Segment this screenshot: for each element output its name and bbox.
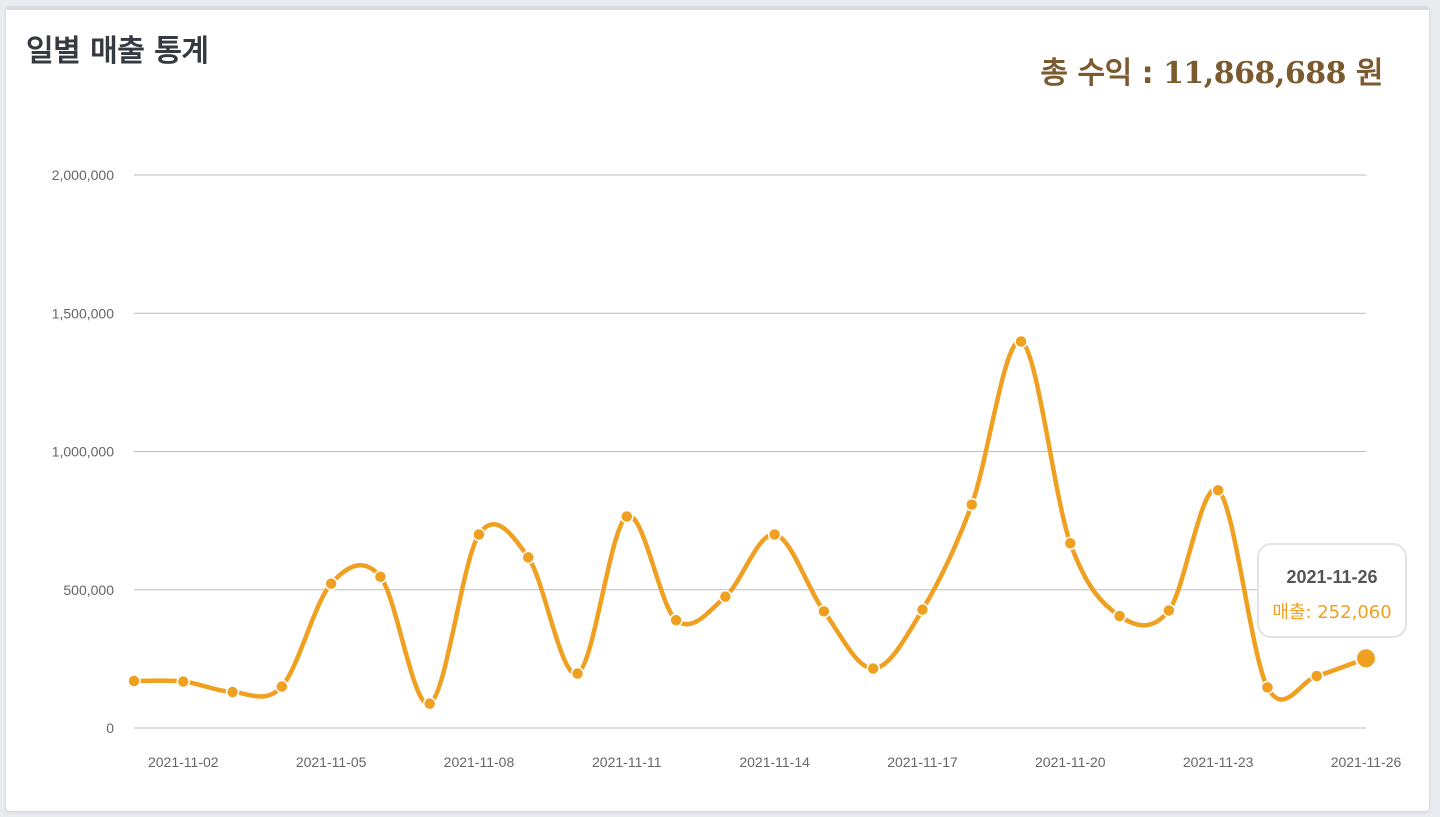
- data-point[interactable]: [1014, 334, 1028, 349]
- series-points: [127, 334, 1377, 711]
- data-point[interactable]: [324, 576, 338, 591]
- x-axis-ticks: 2021-11-02 2021-11-05 2021-11-08 2021-11-11…: [148, 754, 1402, 770]
- data-point[interactable]: [275, 679, 289, 694]
- y-tick-label: 2,000,000: [52, 167, 114, 183]
- y-axis-ticks: 0 500,000 1,000,000 1,500,000 2,000,000: [52, 167, 115, 736]
- highlighted-data-point[interactable]: [1355, 647, 1377, 670]
- data-point[interactable]: [620, 509, 634, 524]
- data-point[interactable]: [817, 604, 831, 619]
- tooltip-date: 2021-11-26: [1286, 567, 1378, 587]
- y-tick-label: 0: [106, 720, 114, 736]
- y-tick-label: 500,000: [63, 582, 114, 598]
- data-point[interactable]: [521, 550, 535, 565]
- data-point[interactable]: [472, 527, 486, 542]
- data-point[interactable]: [1063, 536, 1078, 551]
- x-tick-label: 2021-11-26: [1331, 754, 1402, 770]
- tooltip-series-label: 매출: [1272, 602, 1306, 623]
- data-point[interactable]: [915, 602, 930, 617]
- chart-tooltip: 2021-11-26 매출: 252,060: [1257, 543, 1407, 638]
- data-point[interactable]: [718, 589, 733, 604]
- tooltip-value: 252,060: [1317, 602, 1392, 623]
- total-revenue-unit: 원: [1345, 56, 1384, 91]
- data-point[interactable]: [422, 696, 437, 711]
- x-tick-label: 2021-11-08: [444, 754, 515, 770]
- total-revenue-value: 11,868,688: [1163, 56, 1346, 91]
- x-tick-label: 2021-11-14: [739, 754, 810, 770]
- tooltip-value-row: 매출: 252,060: [1272, 602, 1392, 623]
- data-point[interactable]: [1162, 603, 1176, 618]
- x-tick-label: 2021-11-05: [296, 754, 367, 770]
- data-point[interactable]: [1260, 680, 1275, 695]
- grid-lines: [134, 174, 1366, 729]
- sales-stats-card: 일별 매출 통계 총 수익 : 11,868,688 원: [6, 6, 1429, 811]
- y-tick-label: 1,500,000: [52, 305, 114, 321]
- series-line: [131, 339, 1369, 706]
- data-point[interactable]: [176, 674, 191, 689]
- data-point[interactable]: [127, 674, 141, 688]
- data-point[interactable]: [1112, 609, 1127, 623]
- data-point[interactable]: [767, 527, 782, 542]
- x-tick-label: 2021-11-02: [148, 754, 219, 770]
- card-title: 일별 매출 통계: [26, 34, 209, 69]
- data-point[interactable]: [1211, 483, 1225, 497]
- data-point[interactable]: [570, 666, 585, 681]
- x-tick-label: 2021-11-23: [1183, 754, 1254, 770]
- data-point[interactable]: [373, 570, 388, 584]
- data-point[interactable]: [225, 685, 240, 699]
- data-point[interactable]: [866, 661, 880, 676]
- total-revenue: 총 수익 : 11,868,688 원: [1040, 48, 1383, 92]
- data-point[interactable]: [965, 497, 979, 512]
- x-tick-label: 2021-11-11: [592, 754, 662, 770]
- data-point[interactable]: [669, 613, 683, 627]
- data-point[interactable]: [1309, 669, 1324, 683]
- y-tick-label: 1,000,000: [52, 444, 114, 460]
- x-tick-label: 2021-11-17: [887, 754, 958, 770]
- total-revenue-label: 총 수익 :: [1040, 56, 1164, 91]
- x-tick-label: 2021-11-20: [1035, 754, 1106, 770]
